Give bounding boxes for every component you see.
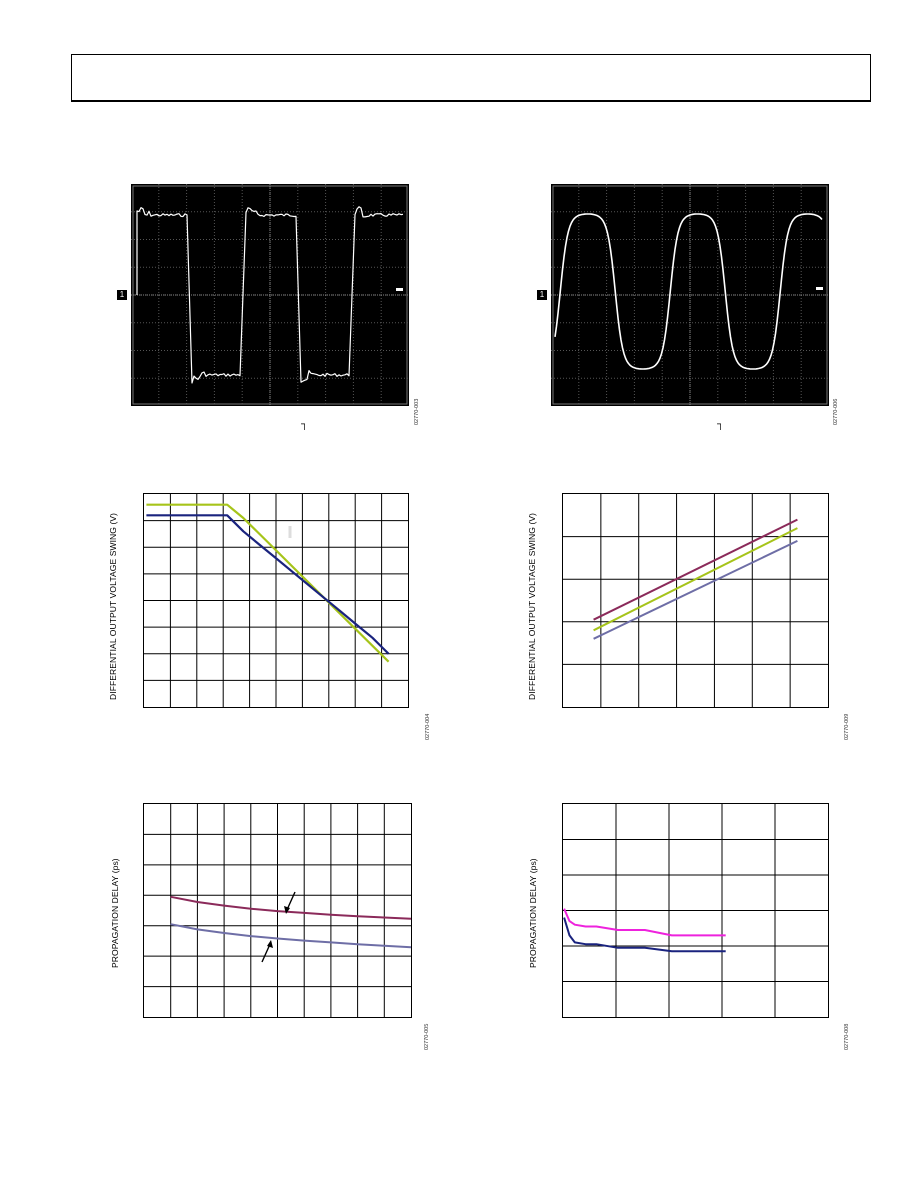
figure-id: 02770-005 (424, 1023, 430, 1050)
series-line (593, 527, 798, 632)
series-line (593, 518, 798, 621)
y-axis-label: DIFFERENTIAL OUTPUT VOLTAGE SWING (V) (108, 512, 118, 700)
figure-id: 02770-006 (833, 398, 839, 425)
scope-marker (396, 288, 403, 291)
header-frame (71, 54, 871, 102)
series-line (563, 917, 726, 953)
swing-plot-right (562, 493, 829, 708)
ground-marker-left: 1 (117, 290, 127, 300)
scope-trace (136, 206, 404, 384)
scope-trace (554, 213, 823, 370)
series-line (146, 514, 390, 655)
figure-id: 02770-008 (844, 1023, 850, 1050)
arrow-head (284, 906, 290, 914)
ground-marker-right: 1 (537, 290, 547, 300)
scope-left (131, 184, 409, 406)
trigger-icon-left: ┐ (301, 419, 309, 430)
y-axis-label: PROPAGATION DELAY (ps) (528, 858, 538, 968)
delay-plot-right (562, 803, 829, 1018)
y-axis-label: PROPAGATION DELAY (ps) (110, 858, 120, 968)
series-line (170, 895, 411, 920)
figure-id: 02770-003 (414, 398, 420, 425)
figure-id: 02770-009 (844, 713, 850, 740)
scope-right (551, 184, 829, 406)
swing-plot-left (143, 493, 409, 708)
trigger-icon-right: ┐ (717, 419, 725, 430)
series-line (146, 503, 390, 663)
y-axis-label: DIFFERENTIAL OUTPUT VOLTAGE SWING (V) (527, 512, 537, 700)
delay-plot-left (143, 803, 412, 1018)
series-line (593, 539, 798, 640)
series-line (170, 923, 411, 949)
scope-marker (816, 287, 823, 290)
arrow-head (267, 940, 273, 948)
figure-id: 02770-004 (425, 713, 431, 740)
series-line (563, 908, 726, 937)
